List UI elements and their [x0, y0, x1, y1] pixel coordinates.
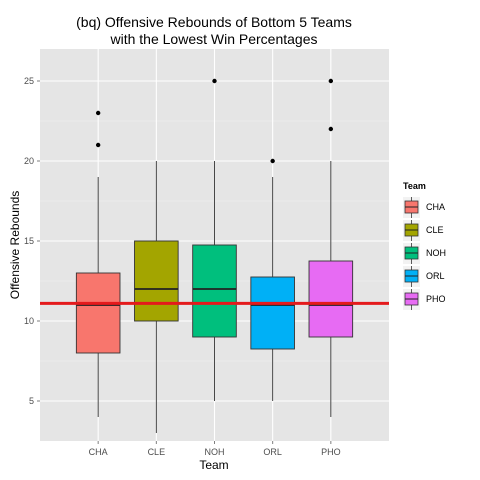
outlier-point — [270, 159, 274, 163]
legend-item-noh: NOH — [403, 243, 446, 264]
outlier-point — [212, 79, 216, 83]
chart-title-line-2: with the Lowest Win Percentages — [110, 31, 318, 47]
legend-label: CHA — [426, 202, 445, 212]
legend-label: PHO — [426, 294, 446, 304]
x-tick-label-pho: PHO — [321, 447, 341, 457]
y-tick-label: 25 — [24, 76, 34, 86]
y-tick-label: 5 — [29, 396, 34, 406]
outlier-point — [329, 127, 333, 131]
x-tick-label-cle: CLE — [148, 447, 166, 457]
outlier-point — [96, 111, 100, 115]
y-tick-label: 20 — [24, 156, 34, 166]
x-axis-title: Team — [199, 458, 228, 472]
box-iqr — [251, 277, 295, 349]
box-iqr — [76, 273, 120, 353]
x-tick-label-cha: CHA — [89, 447, 108, 457]
box-iqr — [135, 241, 179, 321]
box-iqr — [193, 245, 237, 337]
legend-item-orl: ORL — [403, 266, 445, 287]
legend-label: CLE — [426, 225, 444, 235]
x-axis-ticks: CHA CLE NOH ORL PHO — [89, 441, 341, 457]
box-iqr — [309, 261, 353, 337]
legend-title: Team — [403, 181, 426, 191]
legend-item-cha: CHA — [403, 197, 445, 218]
y-axis-ticks: 5 10 15 20 25 — [24, 76, 40, 406]
legend-items: CHA CLE NOH ORL PHO — [403, 197, 446, 310]
y-axis-title: Offensive Rebounds — [8, 191, 22, 300]
legend-item-cle: CLE — [403, 220, 444, 241]
y-tick-label: 15 — [24, 236, 34, 246]
legend-item-pho: PHO — [403, 289, 446, 310]
x-tick-label-noh: NOH — [205, 447, 225, 457]
y-tick-label: 10 — [24, 316, 34, 326]
legend-label: ORL — [426, 271, 445, 281]
x-tick-label-orl: ORL — [263, 447, 282, 457]
outlier-point — [96, 143, 100, 147]
outlier-point — [329, 79, 333, 83]
legend: Team CHA CLE NOH ORL PHO — [403, 181, 446, 310]
legend-label: NOH — [426, 248, 446, 258]
chart-title-line-1: (bq) Offensive Rebounds of Bottom 5 Team… — [76, 14, 352, 30]
